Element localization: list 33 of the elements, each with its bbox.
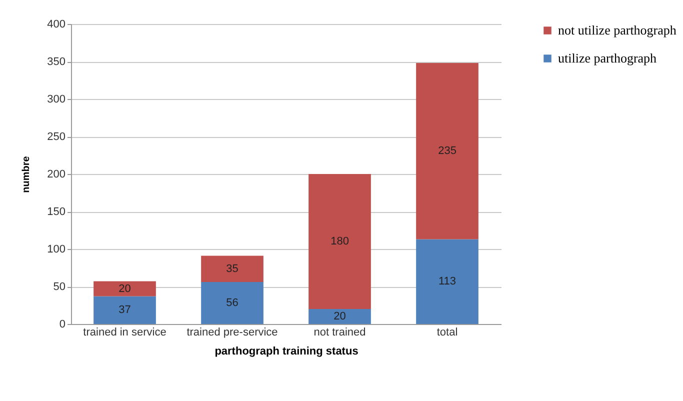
y-axis-title: numbre — [21, 156, 32, 193]
x-tick-label: trained pre-service — [186, 326, 278, 338]
y-tick-label: 0 — [59, 318, 66, 330]
x-tick-label: not trained — [314, 326, 366, 338]
x-tick-label: total — [436, 326, 458, 338]
y-tick-label: 250 — [47, 131, 66, 143]
y-tick-label: 50 — [53, 281, 66, 293]
bar — [416, 63, 478, 240]
y-tick-label: 150 — [47, 206, 66, 218]
data-label: 37 — [118, 304, 131, 316]
data-label: 35 — [226, 262, 238, 275]
x-axis-title: parthograph training status — [214, 346, 358, 358]
y-tick-label: 300 — [47, 94, 66, 106]
bar — [308, 174, 371, 309]
y-tick-label: 200 — [47, 168, 66, 180]
data-label: 20 — [118, 282, 131, 295]
bar — [94, 296, 156, 324]
legend-label: not utilize parthograph — [558, 22, 677, 38]
data-label: 180 — [330, 236, 349, 248]
data-label: 113 — [438, 276, 456, 288]
y-tick-label: 350 — [47, 56, 66, 68]
bar — [201, 256, 264, 282]
data-label: 20 — [334, 310, 346, 322]
bar — [94, 281, 156, 296]
y-tick-label: 100 — [47, 244, 66, 256]
data-label: 56 — [226, 297, 238, 309]
bar — [416, 239, 478, 324]
x-tick-label: trained in service — [83, 326, 166, 338]
y-tick-label: 400 — [47, 18, 66, 30]
bar — [201, 282, 264, 324]
data-label: 235 — [438, 145, 456, 158]
bar — [308, 309, 371, 324]
legend-label: utilize parthograph — [558, 50, 658, 66]
